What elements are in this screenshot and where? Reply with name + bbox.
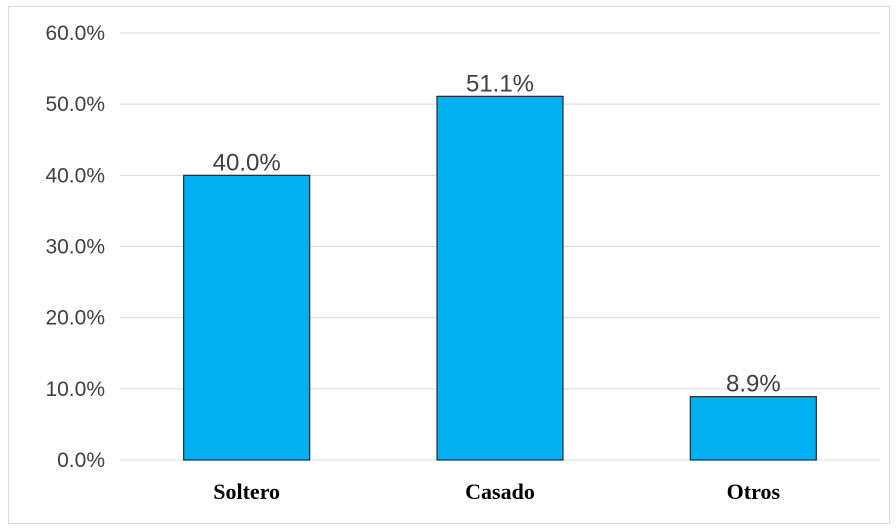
x-tick-label: Casado [465, 479, 535, 504]
bars [183, 95, 817, 461]
y-tick-label: 0.0% [57, 449, 105, 472]
bar [689, 396, 817, 461]
y-tick-label: 60.0% [45, 22, 105, 45]
y-tick-label: 40.0% [45, 164, 105, 187]
bar [183, 174, 311, 461]
y-tick-label: 20.0% [45, 307, 105, 330]
x-tick-label: Otros [727, 479, 781, 504]
data-label: 51.1% [466, 70, 534, 97]
y-tick-label: 30.0% [45, 236, 105, 259]
data-label: 8.9% [726, 371, 781, 398]
data-label: 40.0% [213, 149, 281, 176]
y-tick-label: 10.0% [45, 378, 105, 401]
y-axis-tick-labels: 0.0% 10.0% 20.0% 30.0% 40.0% 50.0% 60.0% [45, 22, 105, 472]
x-axis-category-labels: Soltero Casado Otros [213, 479, 780, 504]
data-labels: 40.0% 51.1% 8.9% [213, 70, 781, 397]
bar [436, 95, 564, 461]
y-tick-label: 50.0% [45, 93, 105, 116]
x-tick-label: Soltero [213, 479, 280, 504]
